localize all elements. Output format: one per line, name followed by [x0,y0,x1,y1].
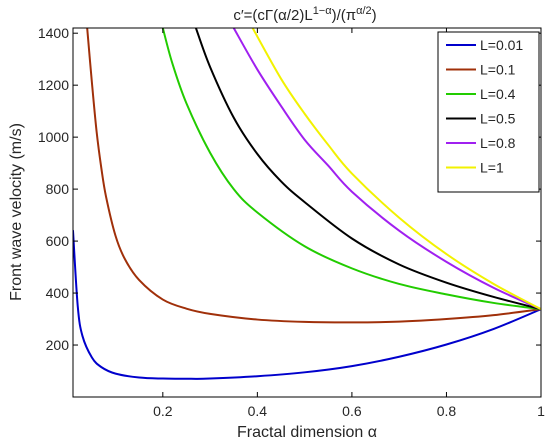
series-line-l-0-8 [232,28,541,311]
y-tick-label: 200 [46,337,70,353]
y-tick-label: 1200 [38,77,69,93]
y-tick-label: 1400 [38,25,69,41]
series-line-l-1 [251,28,541,311]
legend-entry-label: L=1 [480,160,504,176]
legend-entry-label: L=0.1 [480,62,516,78]
y-axis-title: Front wave velocity (m/s) [8,123,25,301]
chart-title-prefix: c′=(cΓ(α/2)L [233,7,312,24]
y-tick-label: 400 [46,285,70,301]
chart-title-suffix: ) [372,7,377,24]
y-tick-label: 600 [46,233,70,249]
x-tick-label: 0.6 [342,403,362,419]
y-tick-label: 1000 [38,129,69,145]
legend-box [437,31,540,193]
chart-title: c′=(cΓ(α/2)L1−α)/(πα/2) [233,5,376,24]
legend-entry-label: L=0.5 [480,111,516,127]
x-axis-title: Fractal dimension α [237,424,377,441]
chart-title-superscript-2: α/2 [356,5,372,17]
series-line-l-0-01 [73,229,541,380]
series-line-l-0-5 [194,28,541,311]
legend-entry-label: L=0.4 [480,86,516,102]
x-tick-label: 0.8 [437,403,457,419]
series-line-l-0-4 [161,28,541,311]
series-layer [73,28,541,380]
legend-entry-label: L=0.01 [480,37,523,53]
x-tick-label: 0.4 [248,403,268,419]
legend-entry-label: L=0.8 [480,135,516,151]
x-tick-label: 0.2 [153,403,173,419]
legend: L=0.01 L=0.1 L=0.4 L=0.5 L=0.8 L=1 [437,31,540,193]
series-line-l-0-1 [86,28,541,324]
axes-frame [72,27,542,398]
chart-title-middle: )/(π [332,7,357,24]
chart-title-superscript-1: 1−α [313,5,333,17]
y-tick-label: 800 [46,181,70,197]
x-tick-label: 1 [537,403,545,419]
